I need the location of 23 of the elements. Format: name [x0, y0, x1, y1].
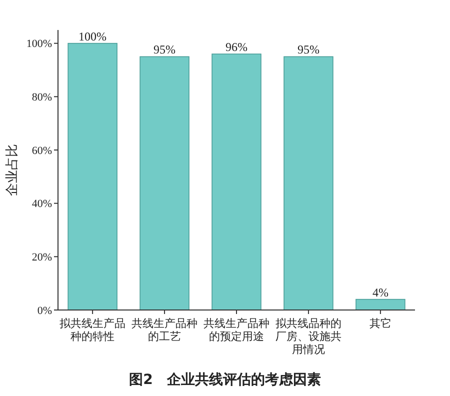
- x-tick-label: 其它: [369, 317, 392, 330]
- x-tick-label: 共线生产品种的工艺: [132, 317, 198, 343]
- bar: [284, 56, 334, 310]
- x-tick-label: 拟共线生产品种的特性: [60, 317, 126, 343]
- bar: [68, 42, 118, 310]
- bar: [140, 56, 190, 310]
- data-label: 96%: [226, 40, 248, 54]
- y-tick-label: 100%: [26, 38, 52, 50]
- data-label: 100%: [78, 29, 107, 44]
- y-tick-label: 60%: [32, 144, 52, 157]
- x-tick-label: 拟共线品种的厂房、设施共用情况: [275, 317, 342, 356]
- data-label: 95%: [154, 42, 176, 57]
- y-tick-label: 0%: [37, 304, 52, 317]
- y-tick-label: 20%: [32, 252, 52, 264]
- x-tick-label: 共线生产品种的预定用途: [204, 317, 270, 343]
- data-label: 4%: [372, 285, 388, 300]
- y-tick-label: 80%: [32, 92, 52, 104]
- y-axis-title: 企业占比: [5, 144, 20, 196]
- text: 图2 企业共线评估的考虑因素: [129, 372, 321, 388]
- bar: [356, 298, 406, 310]
- bar: [212, 54, 262, 310]
- y-tick-label: 40%: [32, 198, 52, 210]
- data-label: 95%: [297, 42, 320, 57]
